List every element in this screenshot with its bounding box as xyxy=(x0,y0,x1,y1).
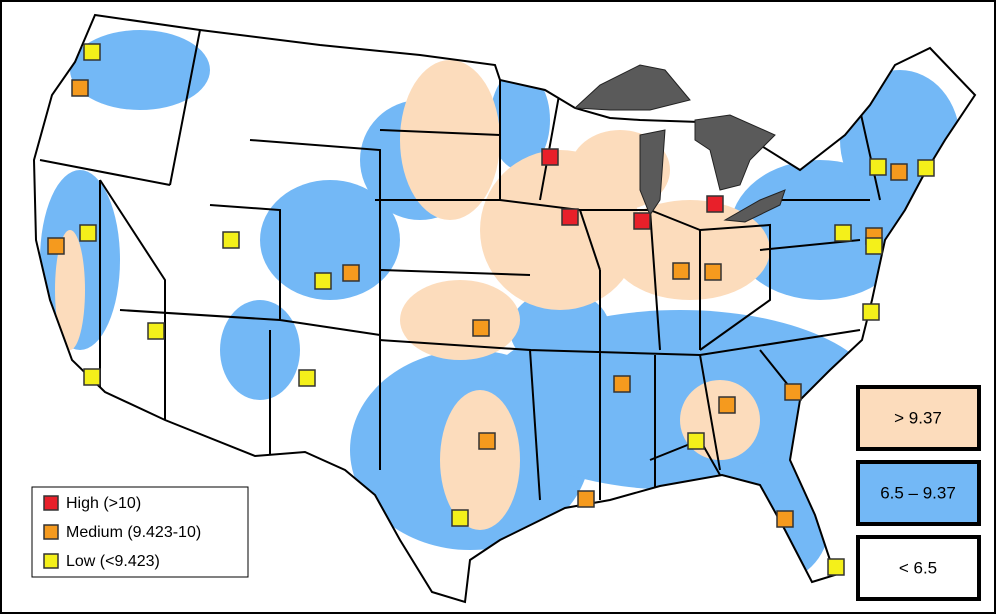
legend-label: High (>10) xyxy=(66,495,141,512)
range-label: > 9.37 xyxy=(894,408,942,427)
site-marker xyxy=(561,208,579,226)
site-marker xyxy=(83,368,101,386)
legend-label: Low (<9.423) xyxy=(66,553,160,570)
site-marker xyxy=(314,272,332,290)
site-marker xyxy=(834,224,852,242)
site-marker xyxy=(147,322,165,340)
range-box xyxy=(856,385,981,451)
site-marker xyxy=(890,163,908,181)
great-lakes xyxy=(573,64,786,223)
site-marker xyxy=(222,231,240,249)
legend-swatch xyxy=(43,495,59,511)
site-marker xyxy=(298,369,316,387)
site-marker xyxy=(784,383,802,401)
site-marker xyxy=(827,558,845,576)
site-marker xyxy=(577,490,595,508)
range-label: 6.5 – 9.37 xyxy=(880,483,956,502)
site-marker xyxy=(613,375,631,393)
state-lines xyxy=(39,29,881,501)
site-marker xyxy=(71,79,89,97)
range-legend: > 9.37 6.5 – 9.37 < 6.5 xyxy=(856,385,981,601)
site-marker xyxy=(478,432,496,450)
legend-swatch xyxy=(43,553,59,569)
site-marker xyxy=(776,510,794,528)
site-marker xyxy=(47,237,65,255)
marker-legend: High (>10) Medium (9.423-10) Low (<9.423) xyxy=(31,486,249,578)
site-marker xyxy=(672,262,690,280)
legend-swatch xyxy=(43,524,59,540)
site-marker xyxy=(472,319,490,337)
site-marker xyxy=(451,509,469,527)
site-marker xyxy=(706,195,724,213)
range-label: < 6.5 xyxy=(899,558,937,577)
site-marker xyxy=(633,212,651,230)
site-marker xyxy=(862,303,880,321)
site-marker xyxy=(687,432,705,450)
site-marker xyxy=(83,43,101,61)
range-box xyxy=(856,535,981,601)
site-marker xyxy=(342,264,360,282)
markers xyxy=(47,43,935,576)
site-marker xyxy=(865,237,883,255)
site-marker xyxy=(79,224,97,242)
legend-label: Medium (9.423-10) xyxy=(66,524,201,541)
range-box xyxy=(856,460,981,526)
site-marker xyxy=(718,396,736,414)
site-marker xyxy=(541,148,559,166)
site-marker xyxy=(704,263,722,281)
site-marker xyxy=(869,158,887,176)
site-marker xyxy=(917,159,935,177)
